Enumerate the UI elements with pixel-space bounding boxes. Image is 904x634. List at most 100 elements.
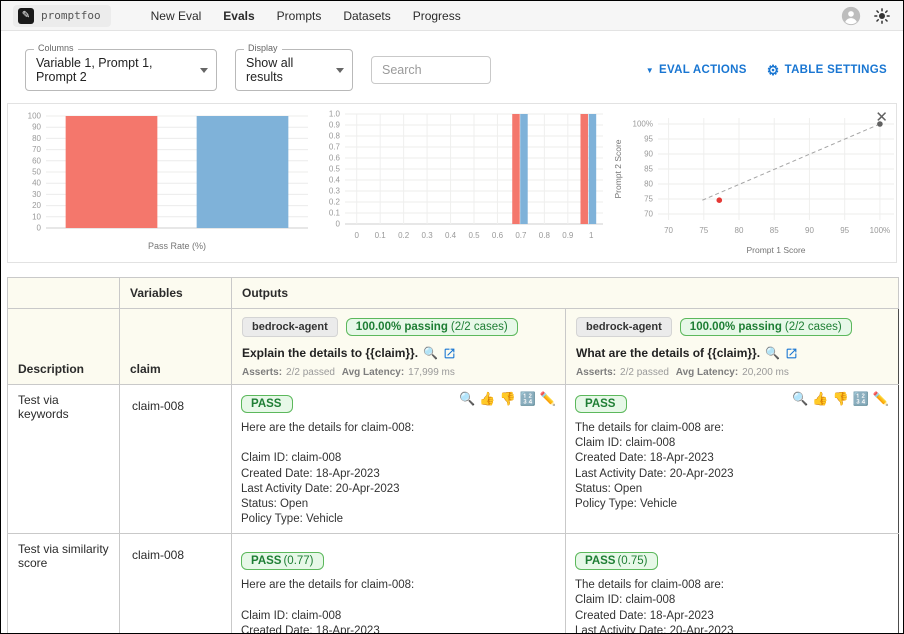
svg-text:85: 85 [644,165,653,174]
output-cell[interactable]: PASS (0.75) The details for claim-008 are… [565,533,899,633]
svg-text:0.9: 0.9 [562,231,574,240]
svg-text:40: 40 [32,179,41,188]
svg-text:0.9: 0.9 [329,121,341,130]
svg-text:0: 0 [37,224,42,233]
output-cell[interactable]: PASS 🔍 👍 👎 🔢 ✏️ The details for claim-00… [565,383,899,535]
svg-text:1.0: 1.0 [329,110,341,119]
table-row: Test via similarity score claim-008 PASS… [7,533,899,634]
thumbs-down-icon[interactable]: 👎 [832,391,849,406]
status-badge: PASS [575,395,628,413]
svg-text:1: 1 [589,231,594,240]
provider-badge[interactable]: bedrock-agent [576,317,672,337]
svg-text:75: 75 [699,226,708,235]
magnifier-icon[interactable]: 🔍 [423,346,439,360]
provider-badge[interactable]: bedrock-agent [242,317,338,337]
prompt-1-header: bedrock-agent 100.00% passing (2/2 cases)… [231,308,566,385]
nav-item-evals[interactable]: Evals [223,8,255,23]
prompt-header-row: Description claim bedrock-agent 100.00% … [7,308,899,385]
magnifier-icon[interactable]: 🔍 [765,346,781,360]
chevron-down-icon [200,68,208,73]
svg-text:75: 75 [644,195,653,204]
display-select-value: Show all results [246,56,294,84]
svg-text:70: 70 [664,226,673,235]
prompt-text: What are the details of {{claim}}. [576,346,761,360]
svg-text:0.1: 0.1 [329,209,341,218]
nav-item-datasets[interactable]: Datasets [343,8,391,23]
nav-item-prompts[interactable]: Prompts [276,8,322,23]
svg-text:95: 95 [840,226,849,235]
svg-text:0.7: 0.7 [329,143,341,152]
nav-item-progress[interactable]: Progress [412,8,461,23]
output-actions: 🔍 👍 👎 🔢 ✏️ [792,391,889,407]
row-description: Test via similarity score [7,533,120,633]
status-score: (0.77) [283,555,314,568]
open-in-new-icon[interactable] [785,347,798,360]
eval-actions-button[interactable]: ▼ EVAL ACTIONS [646,64,747,76]
output-cell[interactable]: PASS 🔍 👍 👎 🔢 ✏️ Here are the details for… [231,383,566,535]
status-badge: PASS (0.75) [575,552,658,571]
pass-rate-badge: 100.00% passing (2/2 cases) [345,318,518,336]
svg-text:90: 90 [644,150,653,159]
avatar-icon[interactable] [841,6,861,26]
close-icon[interactable]: ✕ [875,109,888,126]
thumbs-down-icon[interactable]: 👎 [499,391,516,406]
svg-text:90: 90 [805,226,814,235]
latency-value: 17,999 ms [408,367,455,378]
svg-text:0.1: 0.1 [375,231,387,240]
prompt-text: Explain the details to {{claim}}. [242,346,419,360]
magnifier-icon[interactable]: 🔍 [792,391,809,406]
table-header-row: Variables Outputs [7,277,899,309]
asserts-value: 2/2 passed [620,367,669,378]
nav-item-new-eval[interactable]: New Eval [150,8,202,23]
svg-text:0: 0 [336,220,341,229]
status-badge: PASS [241,395,294,413]
svg-text:90: 90 [32,123,41,132]
theme-toggle-icon[interactable] [873,7,891,25]
corner-header-cell [7,277,120,309]
latency-label: Avg Latency: [341,367,405,378]
svg-text:0.5: 0.5 [329,165,341,174]
open-in-new-icon[interactable] [443,347,456,360]
table-settings-button[interactable]: ⚙ TABLE SETTINGS [767,63,887,77]
display-select[interactable]: Display Show all results [235,43,353,91]
thumbs-up-icon[interactable]: 👍 [479,391,496,406]
edit-icon[interactable]: ✏️ [539,391,556,406]
magnifier-icon[interactable]: 🔍 [459,391,476,406]
edit-icon[interactable]: ✏️ [872,391,889,406]
table-row: Test via keywords claim-008 PASS 🔍 👍 👎 🔢… [7,383,899,535]
output-text: Here are the details for claim-008: Clai… [241,579,415,634]
svg-text:0.7: 0.7 [515,231,527,240]
eval-actions-label: EVAL ACTIONS [659,64,747,76]
svg-text:100%: 100% [633,120,653,129]
case-count: (2/2 cases) [784,321,842,333]
results-table: Variables Outputs Description claim bedr… [7,277,899,634]
svg-text:0.8: 0.8 [539,231,551,240]
asserts-value: 2/2 passed [286,367,335,378]
svg-text:0.6: 0.6 [329,154,341,163]
charts-panel: 0 10 20 30 40 50 60 70 80 90 100 Pass Rate (%) 0 0.1… [7,103,897,263]
columns-select[interactable]: Columns Variable 1, Prompt 1, Prompt 2 [25,43,217,91]
svg-text:80: 80 [735,226,744,235]
svg-text:100: 100 [28,112,42,121]
thumbs-up-icon[interactable]: 👍 [812,391,829,406]
prompt-stats: Asserts: 2/2 passed Avg Latency: 20,200 ms [576,367,888,378]
svg-text:95: 95 [644,135,653,144]
search-input[interactable] [371,56,491,84]
chevron-down-icon [336,68,344,73]
svg-text:70: 70 [644,210,653,219]
output-cell[interactable]: PASS (0.77) Here are the details for clai… [231,533,566,634]
latency-value: 20,200 ms [742,367,789,378]
asserts-label: Asserts: [576,367,617,378]
svg-text:0.4: 0.4 [329,176,341,185]
nav-menu: New Eval Evals Prompts Datasets Progress [151,9,461,23]
svg-text:100%: 100% [870,226,890,235]
svg-text:10: 10 [32,212,41,221]
svg-text:0.3: 0.3 [329,187,341,196]
svg-text:60: 60 [32,156,41,165]
svg-text:80: 80 [644,180,653,189]
set-score-icon[interactable]: 🔢 [852,391,869,406]
pass-rate-badge: 100.00% passing (2/2 cases) [679,318,852,336]
set-score-icon[interactable]: 🔢 [519,391,536,406]
logo[interactable]: ✎ promptfoo [13,4,111,27]
